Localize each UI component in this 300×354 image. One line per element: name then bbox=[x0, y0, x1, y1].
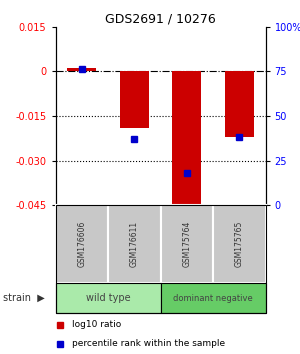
Bar bbox=[120, 71, 149, 128]
Text: percentile rank within the sample: percentile rank within the sample bbox=[72, 339, 225, 348]
Text: GSM176611: GSM176611 bbox=[130, 221, 139, 267]
Bar bbox=[56, 283, 160, 313]
Bar bbox=[56, 205, 108, 283]
Text: GSM176606: GSM176606 bbox=[77, 221, 86, 268]
Text: log10 ratio: log10 ratio bbox=[72, 320, 122, 329]
Bar bbox=[67, 68, 96, 71]
Text: GSM175765: GSM175765 bbox=[235, 221, 244, 268]
Bar bbox=[225, 71, 254, 137]
Text: dominant negative: dominant negative bbox=[173, 294, 253, 303]
Title: GDS2691 / 10276: GDS2691 / 10276 bbox=[105, 12, 216, 25]
Bar bbox=[213, 205, 266, 283]
Text: GSM175764: GSM175764 bbox=[182, 221, 191, 268]
Bar bbox=[160, 283, 266, 313]
Bar bbox=[108, 205, 160, 283]
Text: strain  ▶: strain ▶ bbox=[3, 293, 45, 303]
Text: wild type: wild type bbox=[86, 293, 130, 303]
Bar bbox=[160, 205, 213, 283]
Bar bbox=[172, 71, 201, 208]
